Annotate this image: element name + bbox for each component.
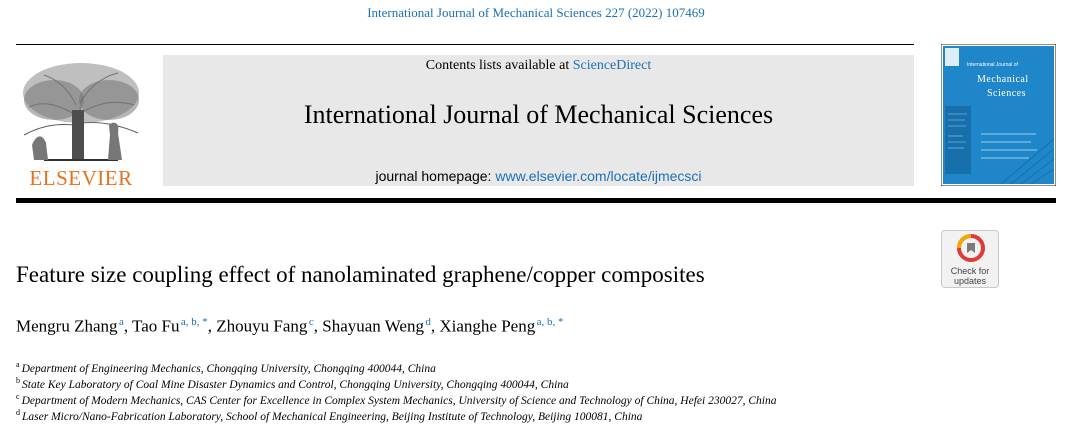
article-title: Feature size coupling effect of nanolami… bbox=[16, 262, 705, 287]
affiliation-key: b bbox=[16, 376, 20, 385]
author-affiliation-mark[interactable]: a bbox=[118, 316, 124, 328]
author-name[interactable]: Tao Fu bbox=[132, 316, 180, 336]
journal-cover[interactable]: International Journal of Mechanical Scie… bbox=[941, 44, 1056, 186]
top-rule bbox=[16, 44, 914, 45]
masthead-box bbox=[163, 55, 914, 186]
author-name[interactable]: Mengru Zhang bbox=[16, 316, 118, 336]
check-updates-icon bbox=[957, 234, 985, 262]
contents-prefix: Contents lists available at bbox=[425, 58, 573, 73]
affiliation-a: a Department of Engineering Mechanics, Ch… bbox=[16, 360, 436, 375]
author-name[interactable]: Xianghe Peng bbox=[439, 316, 536, 336]
affiliation-key: d bbox=[16, 408, 20, 417]
journal-citation[interactable]: International Journal of Mechanical Scie… bbox=[367, 5, 705, 20]
affiliation-text: Laser Micro/Nano-Fabrication Laboratory,… bbox=[22, 410, 643, 423]
check-updates-line2: updates bbox=[953, 276, 987, 286]
contents-line: Contents lists available at ScienceDirec… bbox=[163, 58, 914, 74]
author-name[interactable]: Shayuan Weng bbox=[322, 316, 424, 336]
author-list: Mengru Zhang a, Tao Fu a, b, *, Zhouyu F… bbox=[16, 316, 564, 336]
affiliation-b: b State Key Laboratory of Coal Mine Disas… bbox=[16, 376, 569, 391]
affiliation-key: a bbox=[16, 360, 20, 369]
check-updates-line1: Check for bbox=[950, 266, 990, 276]
cover-title-small: International Journal of bbox=[967, 62, 1018, 68]
affiliation-c: c Department of Modern Mechanics, CAS Cen… bbox=[16, 392, 776, 407]
affiliation-text: Department of Modern Mechanics, CAS Cent… bbox=[21, 394, 777, 407]
homepage-link[interactable]: www.elsevier.com/locate/ijmecsci bbox=[495, 168, 702, 184]
elsevier-tree-logo bbox=[14, 55, 148, 163]
affiliation-text: Department of Engineering Mechanics, Cho… bbox=[21, 362, 436, 375]
thick-rule bbox=[16, 198, 1056, 203]
homepage-line: journal homepage: www.elsevier.com/locat… bbox=[163, 168, 914, 186]
elsevier-wordmark: ELSEVIER bbox=[29, 166, 133, 190]
author-affiliation-mark[interactable]: a, b, * bbox=[180, 316, 208, 328]
author-affiliation-mark[interactable]: d bbox=[425, 316, 431, 328]
check-for-updates-badge[interactable] bbox=[941, 230, 999, 288]
homepage-label: journal homepage: bbox=[375, 168, 496, 184]
affiliation-d: d Laser Micro/Nano-Fabrication Laboratory… bbox=[16, 408, 642, 423]
sciencedirect-link[interactable]: ScienceDirect bbox=[572, 58, 652, 73]
cover-title-line1: Mechanical bbox=[977, 74, 1029, 85]
cover-title-line2: Sciences bbox=[987, 88, 1026, 99]
check-updates-text: Check for updates bbox=[941, 266, 999, 286]
affiliation-text: State Key Laboratory of Coal Mine Disast… bbox=[22, 378, 569, 391]
affiliation-key: c bbox=[16, 392, 20, 401]
author-affiliation-mark[interactable]: a, b, * bbox=[536, 316, 564, 328]
journal-name: International Journal of Mechanical Scie… bbox=[303, 100, 774, 129]
author-name[interactable]: Zhouyu Fang bbox=[216, 316, 308, 336]
author-affiliation-mark[interactable]: c bbox=[308, 316, 314, 328]
